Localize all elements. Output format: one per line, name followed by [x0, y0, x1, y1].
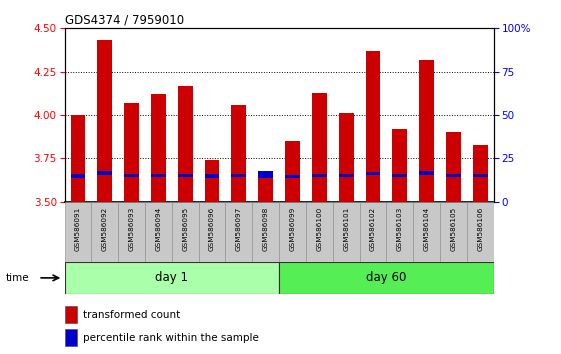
- Text: GDS4374 / 7959010: GDS4374 / 7959010: [65, 13, 183, 26]
- Text: GSM586094: GSM586094: [155, 207, 162, 251]
- Bar: [98, 40, 112, 202]
- Bar: [473, 173, 488, 177]
- Bar: [306, 202, 333, 262]
- Bar: [393, 129, 407, 202]
- Bar: [446, 174, 461, 177]
- Bar: [467, 202, 494, 262]
- Text: GSM586098: GSM586098: [263, 207, 269, 251]
- Text: GSM586095: GSM586095: [182, 207, 188, 251]
- Bar: [199, 202, 226, 262]
- Bar: [145, 202, 172, 262]
- Bar: [232, 105, 246, 202]
- Text: GSM586097: GSM586097: [236, 207, 242, 251]
- Text: GSM586100: GSM586100: [316, 207, 323, 251]
- Text: GSM586096: GSM586096: [209, 207, 215, 251]
- Text: day 1: day 1: [155, 272, 188, 284]
- Text: GSM586101: GSM586101: [343, 207, 349, 251]
- Bar: [312, 92, 327, 202]
- Bar: [178, 174, 192, 177]
- Bar: [279, 262, 494, 294]
- Bar: [65, 306, 76, 323]
- Text: GSM586102: GSM586102: [370, 207, 376, 251]
- Text: GSM586104: GSM586104: [424, 207, 430, 251]
- Bar: [285, 141, 300, 202]
- Bar: [413, 202, 440, 262]
- Text: GSM586103: GSM586103: [397, 207, 403, 251]
- Text: GSM586106: GSM586106: [477, 207, 483, 251]
- Bar: [440, 202, 467, 262]
- Bar: [205, 175, 219, 178]
- Text: percentile rank within the sample: percentile rank within the sample: [82, 333, 259, 343]
- Text: GSM586105: GSM586105: [450, 207, 457, 251]
- Bar: [252, 202, 279, 262]
- Bar: [151, 94, 165, 202]
- Bar: [91, 202, 118, 262]
- Bar: [65, 329, 76, 347]
- Bar: [393, 173, 407, 177]
- Bar: [226, 202, 252, 262]
- Bar: [124, 174, 139, 177]
- Bar: [98, 171, 112, 175]
- Text: GSM586093: GSM586093: [128, 207, 135, 251]
- Bar: [232, 174, 246, 177]
- Bar: [178, 86, 192, 202]
- Bar: [258, 171, 273, 178]
- Text: day 60: day 60: [366, 272, 407, 284]
- Bar: [387, 202, 413, 262]
- Bar: [258, 176, 273, 202]
- Bar: [65, 202, 91, 262]
- Bar: [151, 174, 165, 177]
- Bar: [339, 113, 353, 202]
- Bar: [124, 103, 139, 202]
- Bar: [205, 160, 219, 202]
- Text: GSM586092: GSM586092: [102, 207, 108, 251]
- Text: time: time: [6, 273, 29, 283]
- Bar: [339, 174, 353, 177]
- Text: GSM586091: GSM586091: [75, 207, 81, 251]
- Bar: [419, 59, 434, 202]
- Text: transformed count: transformed count: [82, 309, 180, 320]
- Bar: [71, 115, 85, 202]
- Bar: [473, 144, 488, 202]
- Bar: [285, 175, 300, 178]
- Bar: [419, 171, 434, 175]
- Bar: [65, 262, 279, 294]
- Bar: [446, 132, 461, 202]
- Bar: [71, 174, 85, 178]
- Bar: [360, 202, 387, 262]
- Bar: [118, 202, 145, 262]
- Bar: [366, 172, 380, 175]
- Bar: [172, 202, 199, 262]
- Text: GSM586099: GSM586099: [289, 207, 296, 251]
- Bar: [333, 202, 360, 262]
- Bar: [312, 174, 327, 177]
- Bar: [279, 202, 306, 262]
- Bar: [366, 51, 380, 202]
